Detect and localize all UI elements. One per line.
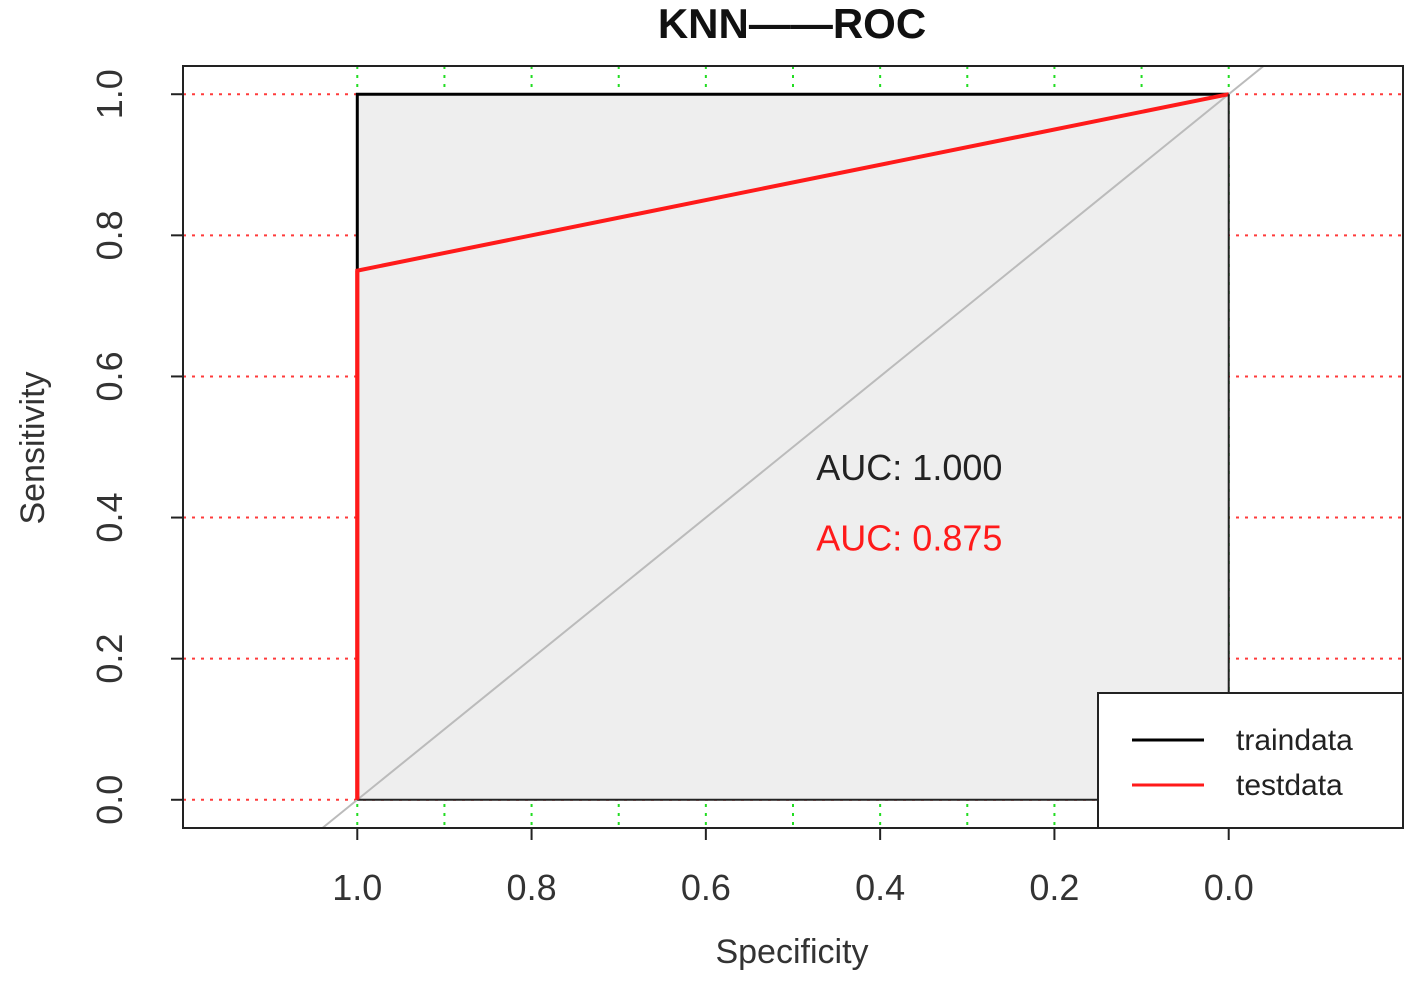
x-tick-label: 1.0 — [332, 867, 382, 908]
plot-area: 1.0 0.8 0.6 0.4 0.2 0.0 0.0 0.2 0.4 0.6 0.8 1.0 AUC:… — [89, 65, 1404, 908]
x-tick-label: 0.6 — [681, 867, 731, 908]
x-axis-title: Specificity — [715, 933, 868, 971]
x-tick-label: 0.8 — [507, 867, 557, 908]
auc-annotation-train: AUC: 1.000 — [816, 447, 1002, 488]
chart-title: KNN——ROC — [658, 0, 926, 47]
y-tick-label: 1.0 — [89, 69, 130, 119]
y-tick-label: 0.2 — [89, 634, 130, 684]
auc-annotation-test: AUC: 0.875 — [816, 518, 1002, 559]
y-tick-label: 0.8 — [89, 210, 130, 260]
y-axis-title: Sensitivity — [14, 371, 52, 524]
y-tick-label: 0.0 — [89, 775, 130, 825]
diagonal-reference-line — [321, 65, 1265, 829]
x-tick-label: 0.2 — [1029, 867, 1079, 908]
y-tick-label: 0.6 — [89, 351, 130, 401]
x-tick-label: 0.4 — [855, 867, 905, 908]
legend-label-traindata: traindata — [1236, 724, 1353, 757]
x-tick-label: 0.0 — [1204, 867, 1254, 908]
legend-box — [1097, 692, 1404, 829]
y-tick-label: 0.4 — [89, 493, 130, 543]
legend-label-testdata: testdata — [1236, 769, 1343, 802]
legend: traindata testdata — [1097, 692, 1404, 829]
axis-ticks: 1.0 0.8 0.6 0.4 0.2 0.0 0.0 0.2 0.4 0.6 0.8 1.0 — [89, 69, 1254, 908]
